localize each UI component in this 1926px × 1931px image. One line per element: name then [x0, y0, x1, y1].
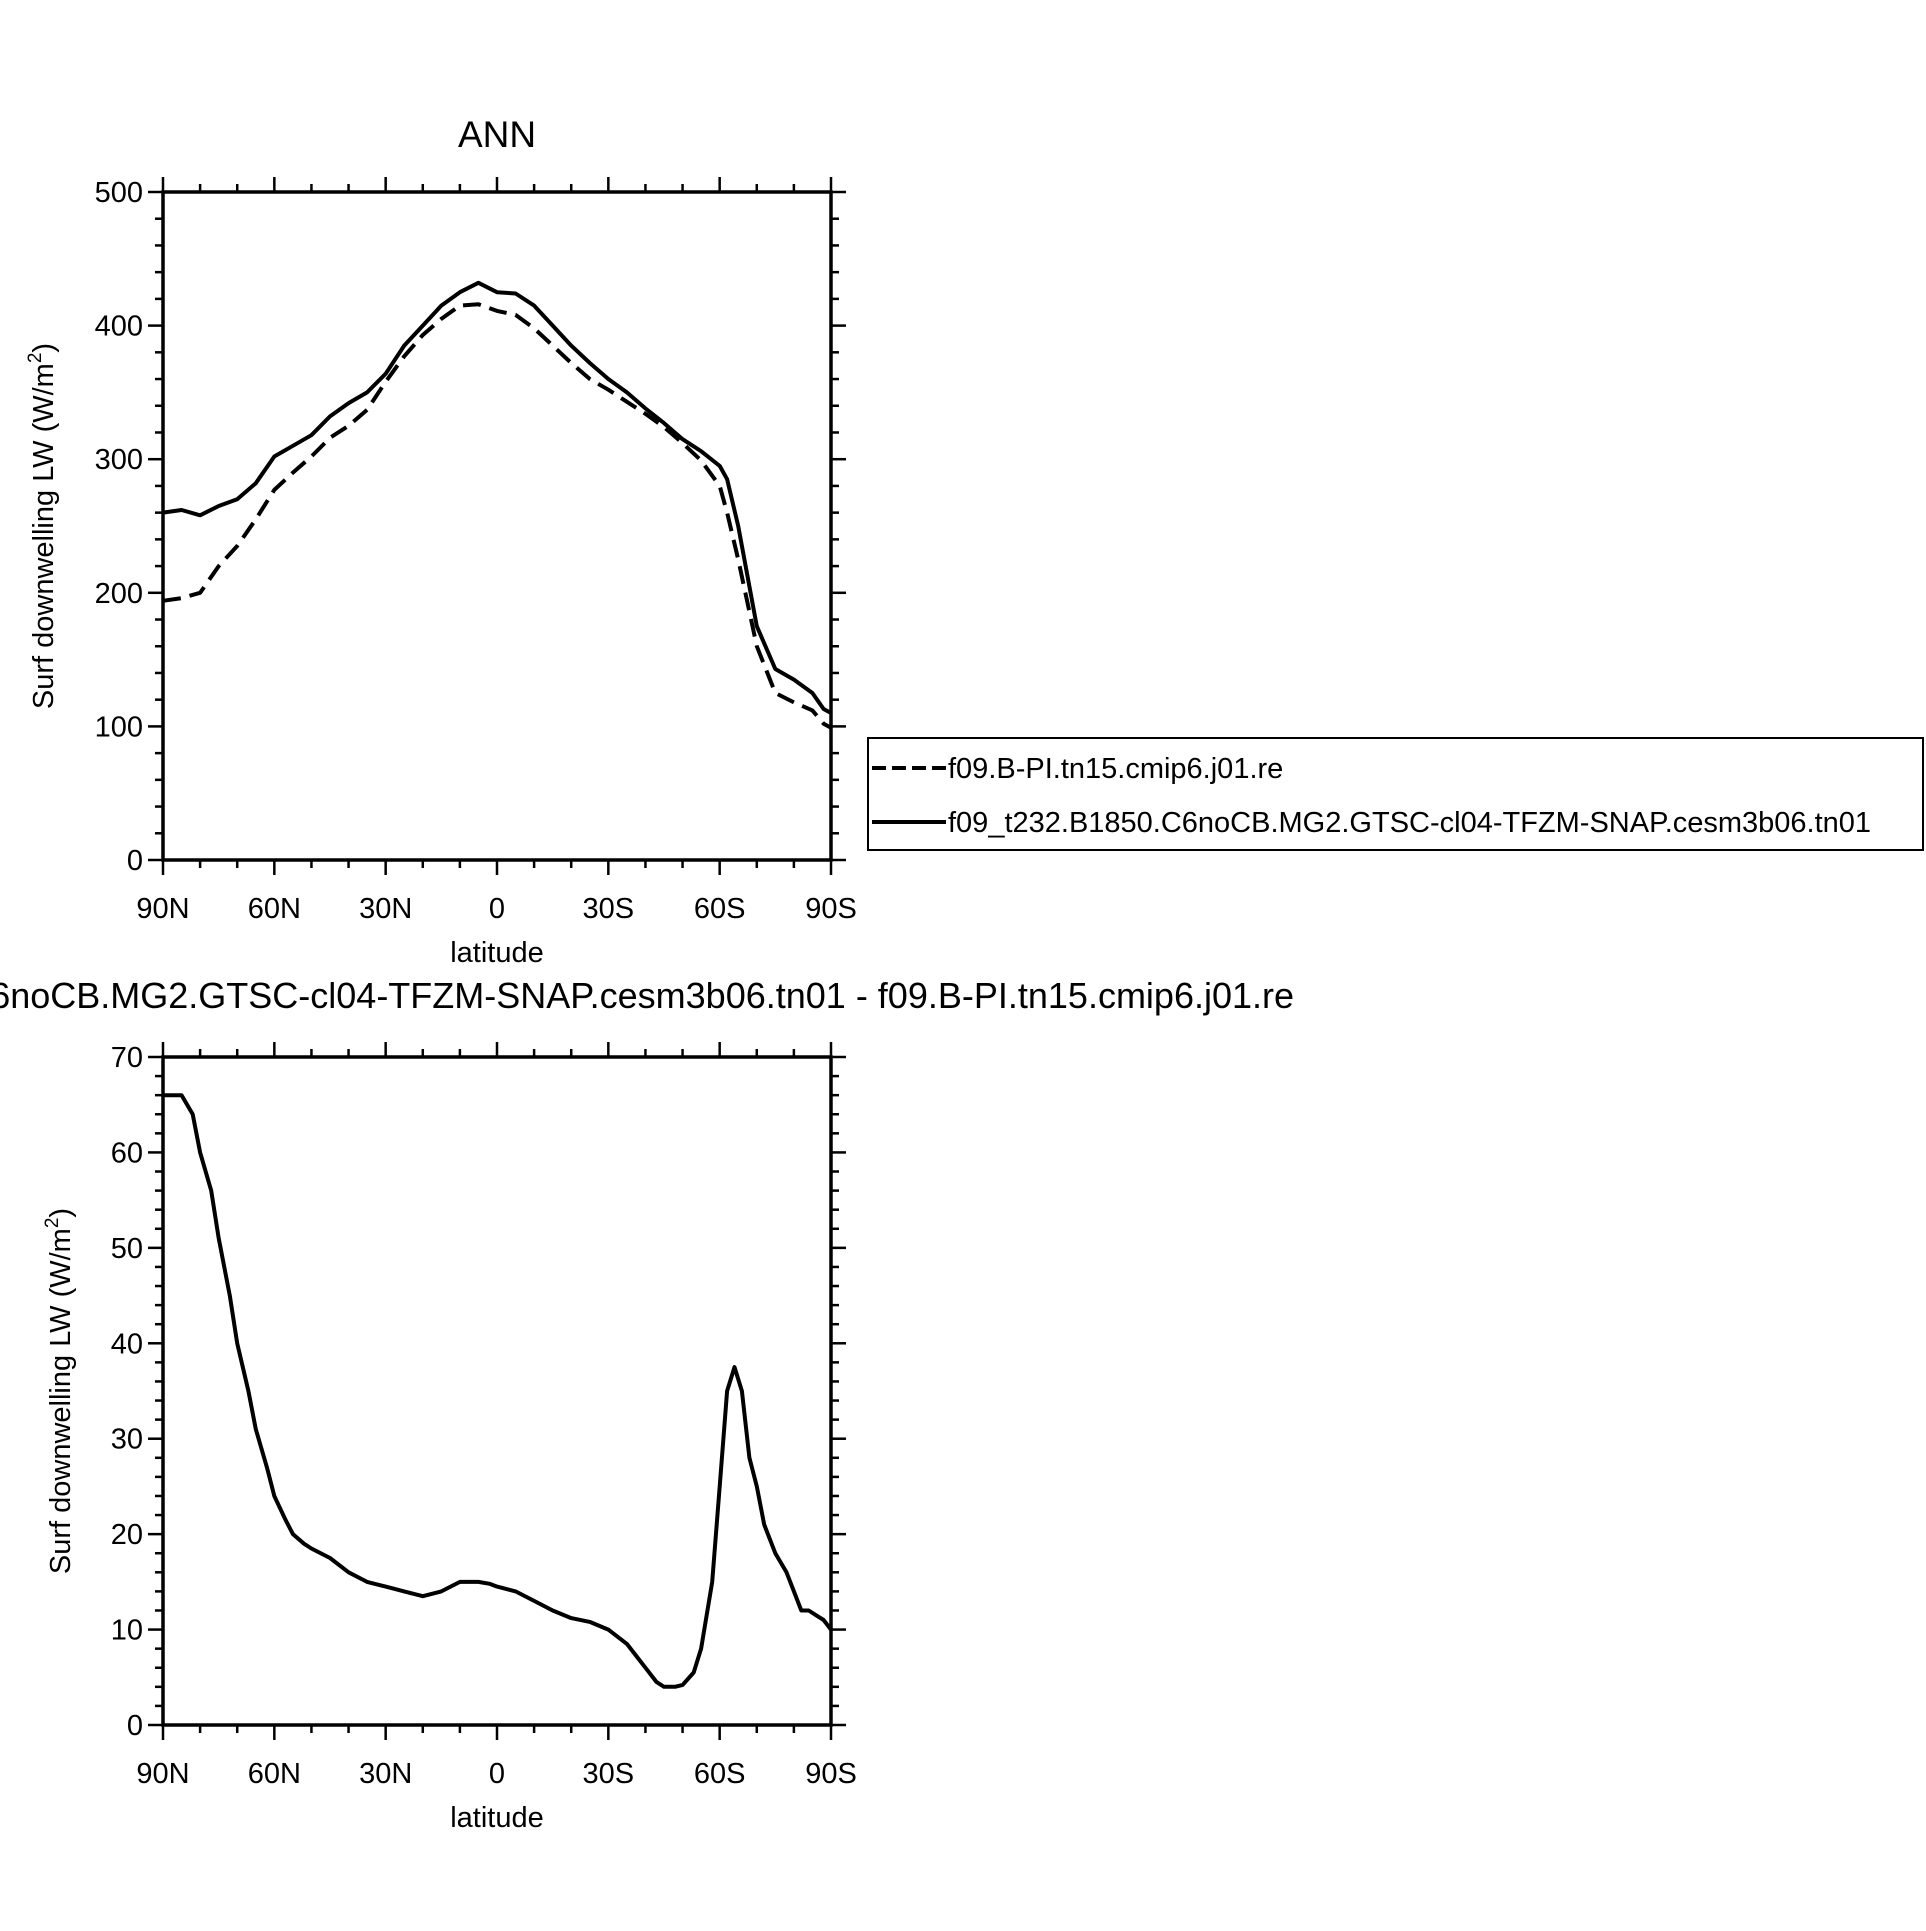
legend-label-1: f09.B-PI.tn15.cmip6.j01.re: [948, 753, 1283, 785]
x-tick-label: 90N: [136, 1758, 189, 1790]
panel-annual-mean: ANN 0 100 200 300 400 500 90N 60N 30N 0 30S 60S 90S l…: [25, 114, 1924, 969]
y-tick-label: 10: [111, 1615, 143, 1647]
x-axis-label: latitude: [450, 937, 544, 969]
x-tick-label: 60N: [248, 1758, 301, 1790]
x-axis-label: latitude: [450, 1802, 544, 1834]
y-axis-label: Surf downwelling LW (W/m2): [25, 343, 60, 709]
plot-frame: [161, 1055, 833, 1727]
chart-title: ANN: [458, 114, 536, 155]
x-tick-label: 90S: [805, 1758, 857, 1790]
x-tick-label: 90S: [805, 893, 857, 925]
y-axis-label-close: ): [45, 1208, 77, 1218]
y-tick-label: 300: [95, 444, 143, 476]
y-axis-label-superscript: 2: [25, 353, 46, 364]
panel-difference: f09_t232.B1850.C6noCB.MG2.GTSC-cl04-TFZM…: [0, 975, 1294, 1834]
x-tick-label: 30S: [583, 893, 635, 925]
y-axis-label-main: Surf downwelling LW (W/m: [28, 363, 60, 709]
x-tick-label: 60N: [248, 893, 301, 925]
y-axis-label-main: Surf downwelling LW (W/m: [45, 1228, 77, 1574]
y-tick-label: 40: [111, 1328, 143, 1360]
x-tick-label: 30N: [359, 1758, 412, 1790]
x-tick-label: 90N: [136, 893, 189, 925]
y-tick-label: 200: [95, 578, 143, 610]
y-tick-label: 0: [127, 1710, 143, 1742]
legend-label-2: f09_t232.B1850.C6noCB.MG2.GTSC-cl04-TFZM…: [948, 807, 1871, 839]
x-tick-label: 60S: [694, 1758, 746, 1790]
y-tick-label: 500: [95, 177, 143, 209]
y-axis-label-close: ): [28, 343, 60, 353]
series-line-2: [162, 280, 832, 715]
x-tick-label: 0: [489, 1758, 505, 1790]
y-tick-label: 70: [111, 1042, 143, 1074]
y-axis-label: Surf downwelling LW (W/m2): [42, 1208, 77, 1574]
y-tick-label: 30: [111, 1424, 143, 1456]
x-tick-label: 30S: [583, 1758, 635, 1790]
x-tick-label: 0: [489, 893, 505, 925]
y-tick-label: 100: [95, 711, 143, 743]
y-tick-label: 50: [111, 1233, 143, 1265]
x-tick-label: 60S: [694, 893, 746, 925]
y-tick-label: 60: [111, 1137, 143, 1169]
series-line-1: [163, 1093, 833, 1689]
x-tick-label: 30N: [359, 893, 412, 925]
y-axis-label-superscript: 2: [42, 1218, 63, 1229]
series-line-1: [162, 302, 832, 730]
y-tick-label: 20: [111, 1519, 143, 1551]
y-tick-label: 400: [95, 311, 143, 343]
y-tick-label: 0: [127, 845, 143, 877]
legend-box: [867, 737, 1924, 851]
difference-chart-title: f09_t232.B1850.C6noCB.MG2.GTSC-cl04-TFZM…: [0, 975, 1294, 1016]
